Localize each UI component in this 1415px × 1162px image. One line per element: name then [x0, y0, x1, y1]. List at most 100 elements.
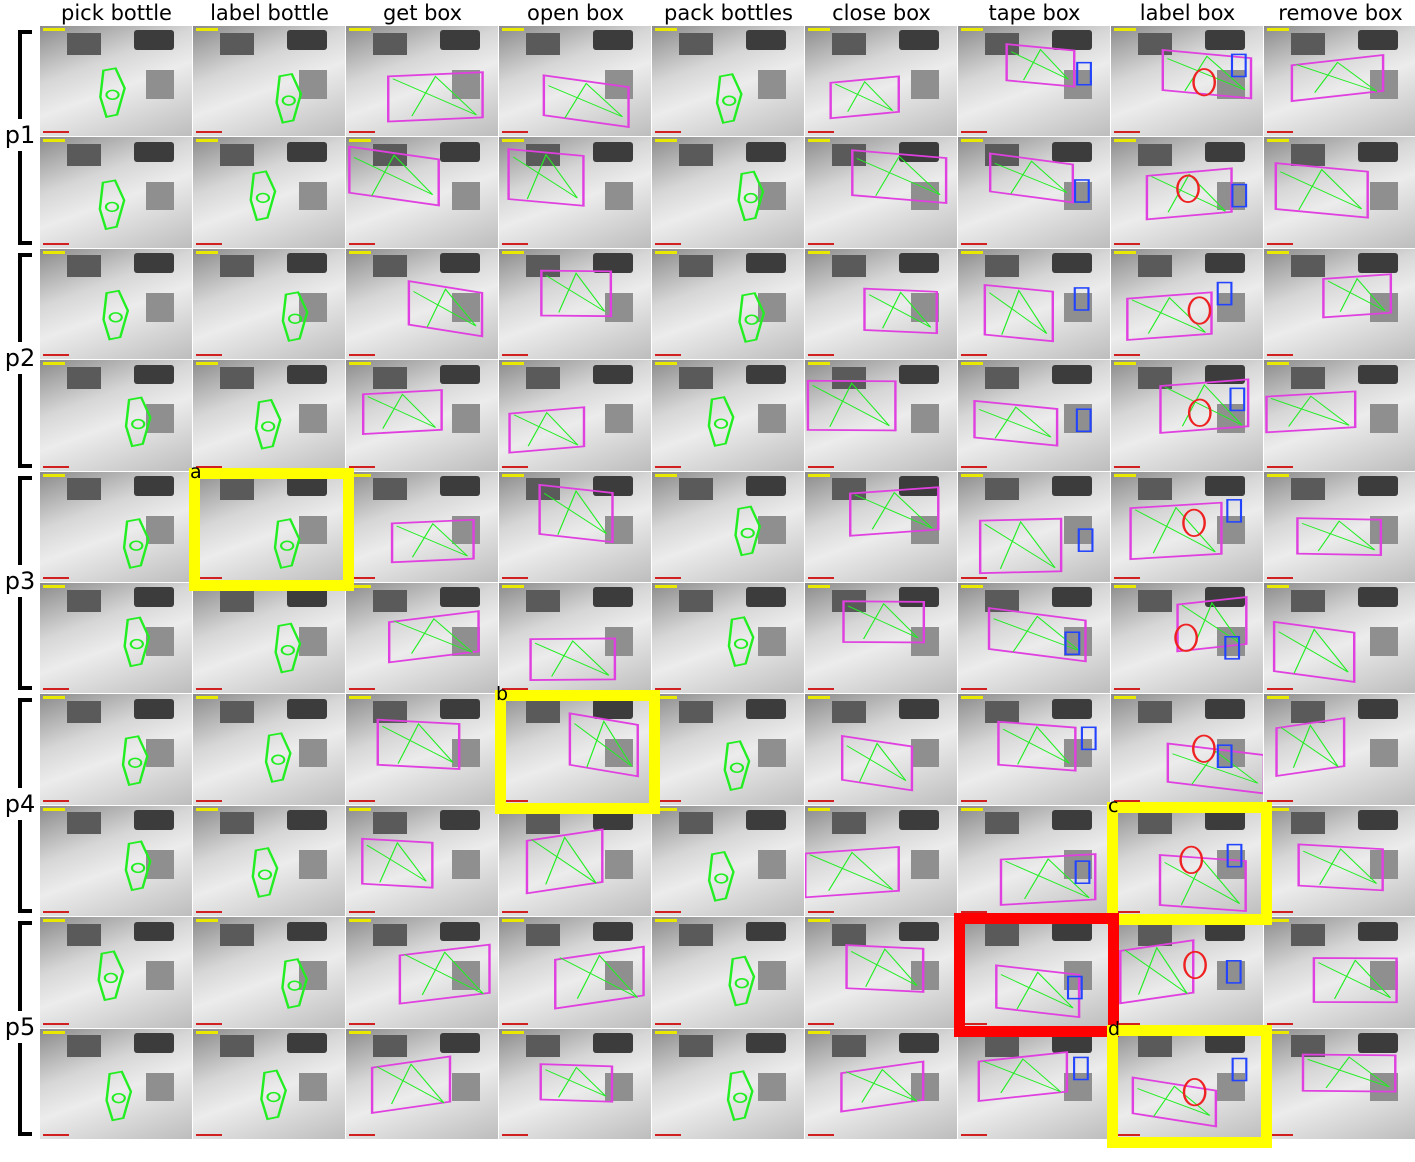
row-label-text: p1	[5, 119, 36, 151]
tape-annotation	[1082, 728, 1096, 750]
frame-cell	[40, 806, 193, 917]
annotation-overlay	[1264, 1029, 1415, 1139]
annotation-overlay	[652, 472, 804, 582]
annotation-overlay	[499, 472, 651, 582]
frame-cell	[499, 472, 652, 583]
label-annotation	[1189, 297, 1210, 323]
column-header-label-box: label box	[1111, 0, 1264, 26]
annotation-overlay	[1111, 249, 1263, 359]
pose-lines	[514, 413, 578, 447]
column-header-pack-bottles: pack bottles	[652, 0, 805, 26]
pose-lines	[1296, 62, 1377, 92]
tape-annotation	[1074, 1057, 1088, 1079]
annotation-overlay	[1111, 583, 1263, 693]
annotation-overlay	[805, 1029, 957, 1139]
tape-annotation	[1225, 637, 1239, 659]
annotation-overlay	[193, 137, 345, 247]
pose-lines	[1303, 849, 1376, 885]
bottle-annotation	[740, 293, 764, 342]
annotation-overlay	[346, 360, 498, 470]
pose-lines	[1151, 175, 1225, 213]
annotation-overlay	[958, 249, 1110, 359]
frame-cell	[652, 137, 805, 248]
bottle-annotation	[123, 737, 147, 786]
frame-cell	[40, 583, 193, 694]
bottle-annotation	[125, 618, 149, 667]
frame-cell	[958, 137, 1111, 248]
bottle-annotation	[100, 68, 124, 117]
bottle-annotation	[730, 957, 754, 1006]
pose-lines	[382, 724, 453, 764]
annotation-overlay	[652, 694, 804, 804]
pose-lines	[848, 604, 918, 639]
frame-cell	[805, 917, 958, 1028]
annotation-overlay	[1264, 694, 1415, 804]
label-annotation	[1189, 400, 1210, 426]
bottle-annotation	[256, 400, 280, 449]
frame-cell	[805, 249, 958, 360]
row-label-text: p4	[5, 788, 36, 820]
hand-marker	[106, 90, 118, 99]
tape-annotation	[1218, 746, 1232, 768]
pose-lines	[1302, 521, 1375, 551]
highlight-letter: c	[1108, 797, 1118, 816]
column-header-close-box: close box	[805, 0, 958, 26]
annotation-overlay	[652, 249, 804, 359]
frame-cell	[499, 26, 652, 137]
annotation-overlay	[40, 137, 192, 247]
annotation-overlay	[499, 806, 651, 916]
frame-cell	[1111, 583, 1264, 694]
hand-marker	[736, 979, 748, 988]
highlight-letter: d	[1108, 1020, 1120, 1039]
hand-marker	[715, 874, 727, 883]
pose-lines	[1011, 50, 1068, 81]
hand-marker	[110, 313, 122, 322]
pose-lines	[1328, 279, 1385, 312]
highlight-letter: a	[190, 463, 202, 482]
hand-marker	[746, 315, 758, 324]
bottle-annotation	[736, 506, 760, 555]
frame-cell	[1111, 917, 1264, 1028]
annotation-overlay	[40, 806, 192, 916]
pose-lines	[979, 407, 1051, 438]
annotation-overlay	[499, 360, 651, 470]
pose-lines	[377, 1064, 444, 1104]
annotation-overlay	[958, 694, 1110, 804]
annotation-overlay	[193, 26, 345, 136]
frame-cell	[346, 137, 499, 248]
frame-cell	[1264, 1029, 1415, 1140]
hand-marker	[734, 1093, 746, 1102]
pose-lines	[367, 843, 426, 882]
frame-cell	[958, 806, 1111, 917]
frame-cell	[1111, 137, 1264, 248]
hand-marker	[132, 420, 144, 429]
hand-marker	[129, 759, 141, 768]
pose-lines	[851, 949, 917, 987]
annotation-overlay	[1264, 806, 1415, 916]
pose-lines	[847, 744, 906, 782]
tape-annotation	[1075, 288, 1089, 310]
annotation-overlay	[1264, 360, 1415, 470]
tape-annotation	[1066, 632, 1080, 654]
annotation-overlay	[805, 694, 957, 804]
hand-marker	[259, 870, 271, 879]
annotation-overlay	[1264, 26, 1415, 136]
tape-annotation	[1232, 185, 1246, 207]
column-header-label-bottle: label bottle	[193, 0, 346, 26]
annotation-overlay	[652, 806, 804, 916]
column-header-remove-box: remove box	[1264, 0, 1415, 26]
row-label-p3: p3	[0, 567, 40, 595]
annotation-overlay	[1111, 694, 1263, 804]
annotation-overlay	[40, 917, 192, 1027]
pose-lines	[1003, 727, 1069, 764]
frame-cell	[958, 583, 1111, 694]
frame-grid	[40, 26, 1415, 1160]
tape-annotation	[1227, 499, 1241, 521]
label-annotation	[1183, 509, 1204, 535]
bottle-annotation	[104, 291, 128, 340]
pose-lines	[995, 162, 1067, 194]
annotation-overlay	[1111, 917, 1263, 1027]
pose-lines	[1125, 948, 1187, 995]
frame-cell	[958, 249, 1111, 360]
hand-marker	[731, 764, 743, 773]
